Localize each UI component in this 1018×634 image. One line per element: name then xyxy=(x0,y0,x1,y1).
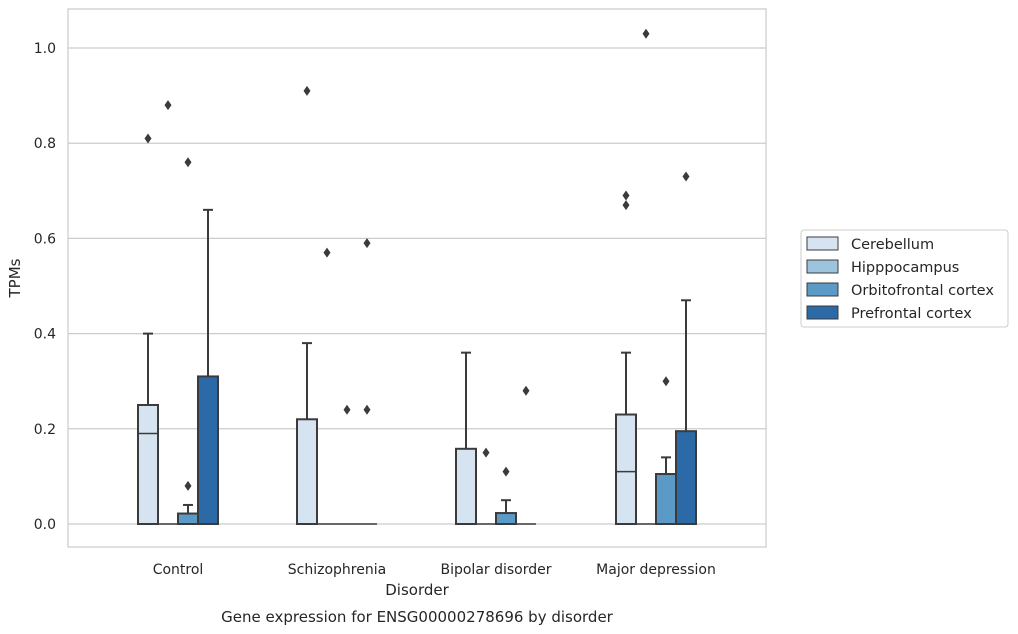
box-group xyxy=(675,171,697,525)
legend-label: Hipppocampus xyxy=(851,260,959,276)
box xyxy=(296,418,318,525)
box-group xyxy=(158,100,178,525)
legend-label: Prefrontal cortex xyxy=(851,306,972,322)
y-tick-label: 0.0 xyxy=(34,517,56,533)
outlier-point xyxy=(662,376,670,387)
legend-label: Orbitofrontal cortex xyxy=(851,283,994,299)
outlier-point xyxy=(184,157,192,168)
outlier-point xyxy=(682,171,690,182)
box-group xyxy=(476,447,496,525)
x-axis-label: Disorder xyxy=(385,581,449,599)
box-group xyxy=(296,85,318,525)
outlier-point xyxy=(184,480,192,491)
box xyxy=(675,430,697,525)
legend-swatch xyxy=(806,305,839,320)
legend-label: Cerebellum xyxy=(851,237,934,253)
y-tick-label: 0.8 xyxy=(34,136,56,152)
y-tick-label: 0.6 xyxy=(34,231,56,247)
legend-swatch xyxy=(806,236,839,251)
outlier-point xyxy=(303,85,311,96)
box xyxy=(655,473,677,525)
legend-frame xyxy=(800,229,1009,328)
outlier-point xyxy=(363,404,371,415)
box-groups xyxy=(137,28,697,526)
box xyxy=(495,512,517,526)
outlier-point xyxy=(642,28,650,39)
box xyxy=(137,404,159,525)
box-group xyxy=(516,385,536,525)
outlier-point xyxy=(522,385,530,396)
y-axis-label: TPMs xyxy=(6,258,24,298)
outlier-point xyxy=(343,404,351,415)
y-tick-label: 0.2 xyxy=(34,422,56,438)
box-group xyxy=(615,190,637,525)
y-tick-label: 1.0 xyxy=(34,41,56,57)
outlier-point xyxy=(323,247,331,258)
box-group xyxy=(655,376,677,525)
box-group xyxy=(197,208,219,525)
axis-ticks: 0.0 0.2 0.4 0.6 0.8 1.0 Control Schizophrenia Bi… xyxy=(34,41,716,578)
outlier-point xyxy=(502,466,510,477)
y-tick-label: 0.4 xyxy=(34,327,56,343)
plot-frame xyxy=(67,8,767,548)
box-group xyxy=(317,247,337,525)
box-group xyxy=(455,351,477,525)
box xyxy=(455,447,477,525)
outlier-point xyxy=(482,447,490,458)
legend-swatch xyxy=(806,282,839,297)
x-tick-label: Control xyxy=(153,562,204,578)
legend-swatch xyxy=(806,259,839,274)
x-tick-label: Major depression xyxy=(596,562,716,578)
box-group xyxy=(337,404,357,525)
box-group xyxy=(177,157,199,526)
outlier-point xyxy=(363,238,371,249)
box-group xyxy=(495,466,517,526)
box xyxy=(615,413,637,525)
chart-caption: Gene expression for ENSG00000278696 by d… xyxy=(221,608,614,626)
box-group xyxy=(636,28,656,525)
box-group xyxy=(357,238,377,525)
outlier-point xyxy=(622,200,630,211)
outlier-point xyxy=(144,133,152,144)
x-tick-label: Bipolar disorder xyxy=(440,562,551,578)
box-group xyxy=(137,133,159,525)
box xyxy=(197,375,219,525)
outlier-point xyxy=(164,100,172,111)
box xyxy=(177,512,199,526)
legend: Cerebellum Hipppocampus Orbitofrontal cort… xyxy=(800,229,1009,328)
outlier-point xyxy=(622,190,630,201)
x-tick-label: Schizophrenia xyxy=(288,562,386,578)
